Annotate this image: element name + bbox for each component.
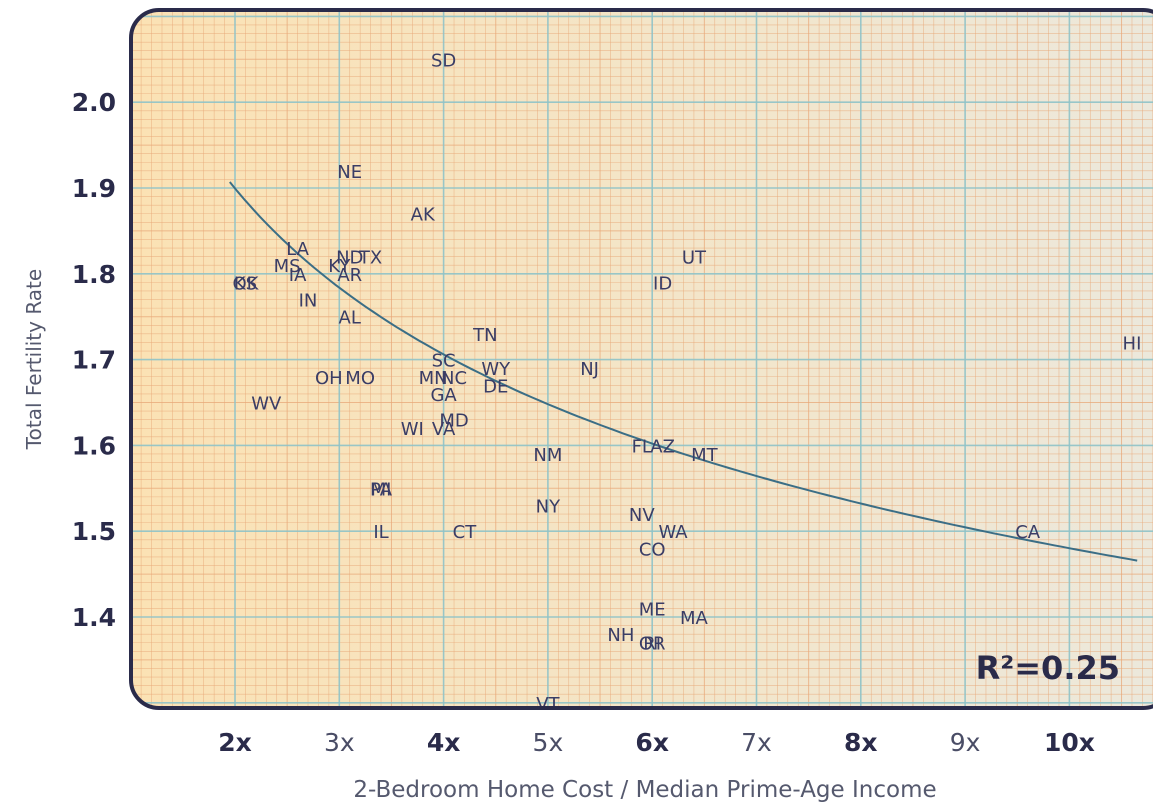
point-label-de: DE [483, 376, 508, 397]
x-tick-label: 2x [218, 728, 252, 757]
point-label-md: MD [439, 411, 468, 432]
point-label-ca: CA [1015, 522, 1041, 543]
point-label-mn: MN [419, 368, 448, 389]
y-tick-label: 1.5 [72, 517, 116, 546]
y-tick-label: 1.7 [72, 346, 116, 375]
point-label-hi: HI [1123, 333, 1142, 354]
x-tick-label: 5x [533, 728, 564, 757]
point-label-nm: NM [533, 445, 562, 466]
x-axis-title: 2-Bedroom Home Cost / Median Prime-Age I… [353, 777, 936, 803]
point-label-tn: TN [472, 325, 497, 346]
point-label-ut: UT [682, 248, 707, 269]
x-tick-label: 4x [427, 728, 461, 757]
point-label-nd: ND [336, 248, 363, 269]
x-tick-label: 8x [844, 728, 878, 757]
point-label-sd: SD [431, 50, 456, 71]
r-squared-annotation: R²=0.25 [976, 649, 1120, 687]
point-label-ga: GA [430, 385, 457, 406]
point-label-nc: NC [441, 368, 467, 389]
point-label-nh: NH [607, 625, 634, 646]
point-label-ks: KS [234, 273, 257, 294]
x-tick-label: 10x [1044, 728, 1095, 757]
point-label-fl: FL [632, 436, 652, 457]
point-label-ma: MA [680, 608, 709, 629]
y-tick-label: 1.6 [72, 431, 116, 460]
point-label-vt: VT [536, 694, 560, 715]
point-label-ct: CT [453, 522, 478, 543]
point-label-sc: SC [432, 351, 456, 372]
point-label-wa: WA [658, 522, 688, 543]
point-label-la: LA [286, 239, 309, 260]
y-axis-title: Total Fertility Rate [22, 269, 46, 450]
point-label-nj: NJ [580, 359, 599, 380]
point-label-ri: RI [643, 634, 661, 655]
point-label-ar: AR [337, 265, 362, 286]
x-tick-label: 6x [635, 728, 669, 757]
point-label-il: IL [373, 522, 388, 543]
point-label-pa: PA [370, 479, 393, 500]
point-label-ny: NY [536, 496, 561, 517]
y-tick-label: 1.4 [72, 603, 116, 632]
plot-frame [129, 8, 1153, 710]
point-label-wv: WV [251, 394, 282, 415]
point-label-tx: TX [358, 248, 382, 269]
major-grid [131, 10, 1153, 708]
point-label-ms: MS [274, 256, 301, 277]
point-label-al: AL [339, 308, 361, 329]
x-axis-ticks: 2x 3x 4x 5x 6x 7x 8x 9x 10x [218, 728, 1095, 757]
point-label-co: CO [639, 539, 666, 560]
x-tick-label: 3x [324, 728, 355, 757]
point-label-ok: OK [232, 273, 259, 294]
point-label-nv: NV [629, 505, 655, 526]
y-axis-ticks: 1.4 1.5 1.6 1.7 1.8 1.9 2.0 [72, 88, 116, 632]
point-label-wi: WI [401, 419, 424, 440]
point-label-mt: MT [691, 445, 719, 466]
point-label-me: ME [639, 599, 666, 620]
point-label-id: ID [653, 273, 672, 294]
y-tick-label: 1.9 [72, 174, 116, 203]
point-label-mo: MO [345, 368, 375, 389]
point-label-oh: OH [315, 368, 343, 389]
point-label-ak: AK [411, 205, 436, 226]
point-label-in: IN [299, 291, 318, 312]
point-label-ia: IA [289, 265, 307, 286]
point-label-az: AZ [650, 436, 675, 457]
point-label-wy: WY [481, 359, 511, 380]
point-label-va: VA [432, 419, 456, 440]
x-tick-label: 9x [950, 728, 981, 757]
point-label-or: OR [639, 634, 666, 655]
point-label-ky: KY [328, 256, 351, 277]
point-label-mi: MI [371, 479, 392, 500]
trend-line [229, 181, 1138, 562]
x-tick-label: 7x [741, 728, 772, 757]
point-label-ne: NE [337, 162, 362, 183]
y-tick-label: 2.0 [72, 88, 116, 117]
y-tick-label: 1.8 [72, 260, 116, 289]
